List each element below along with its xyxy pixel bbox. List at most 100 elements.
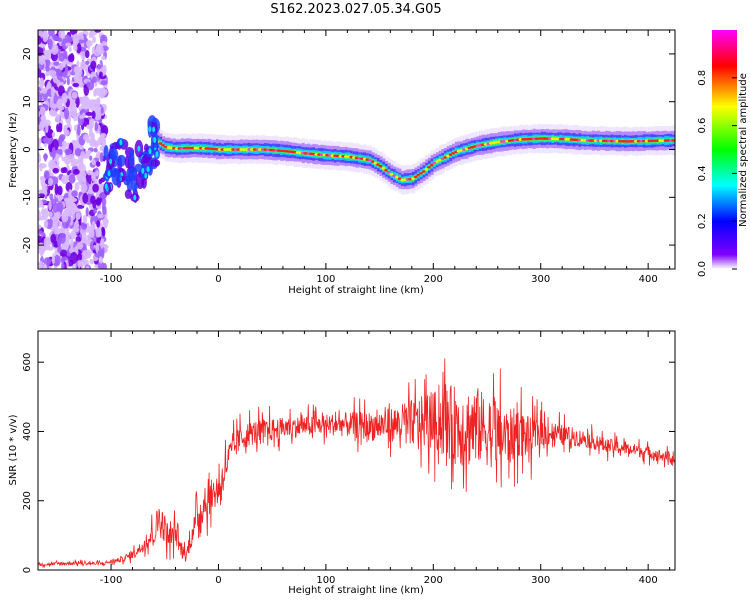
noise-speckle	[43, 138, 49, 144]
noise-speckle	[57, 246, 62, 253]
noise-speckle	[51, 131, 56, 138]
noise-speckle	[66, 77, 70, 86]
snr-x-tick-label: 0	[215, 575, 221, 586]
noise-speckle	[99, 256, 104, 264]
noise-speckle	[101, 197, 107, 207]
noise-speckle	[38, 43, 46, 48]
snr-x-tick-label: 200	[424, 575, 443, 586]
noise-speckle	[99, 88, 108, 95]
noise-speckle	[70, 161, 78, 167]
ridge-blob-core	[153, 137, 157, 144]
ridge-blob-core	[148, 126, 152, 133]
noise-speckle	[86, 81, 91, 88]
colorbar-tick-label: 0.2	[697, 213, 708, 229]
noise-speckle	[88, 99, 96, 105]
noise-speckle	[82, 249, 90, 258]
noise-speckle	[38, 110, 41, 118]
noise-speckle	[58, 52, 65, 62]
ridge-blob	[143, 143, 149, 153]
noise-speckle	[61, 213, 69, 223]
snr-panel: -100 0 100 200 300 400 0 200 400 600 Height of st…	[8, 330, 676, 596]
noise-speckle	[85, 207, 89, 217]
ridge-blob-core	[146, 166, 150, 173]
noise-speckle	[101, 226, 105, 233]
spectrogram-y-tick-label: 0	[22, 146, 33, 152]
spectrogram-x-tick-label: -100	[100, 274, 123, 285]
noise-speckle	[64, 231, 71, 243]
noise-speckle	[71, 91, 78, 99]
snr-x-tick-label: 100	[316, 575, 335, 586]
noise-speckle	[55, 211, 61, 220]
noise-speckle	[67, 54, 75, 63]
noise-speckle	[63, 197, 71, 203]
noise-speckle	[85, 172, 93, 184]
noise-speckle	[68, 46, 72, 52]
colorbar-tick-label: 0.8	[697, 70, 708, 86]
noise-speckle	[61, 261, 65, 269]
noise-speckle	[43, 219, 49, 229]
noise-speckle	[100, 250, 105, 259]
colorbar-ticks: 0.0 0.2 0.4 0.6 0.8	[697, 70, 737, 277]
spectrogram-x-tick-label: 0	[215, 274, 221, 285]
noise-speckle	[94, 30, 102, 33]
noise-speckle	[68, 174, 76, 184]
noise-speckle	[40, 208, 45, 216]
noise-speckle	[91, 159, 96, 166]
noise-speckle	[65, 201, 72, 208]
noise-speckle	[76, 60, 80, 67]
ridge-blob	[103, 145, 109, 160]
noise-speckle	[38, 260, 43, 269]
noise-speckle	[84, 49, 90, 59]
noise-speckle	[58, 30, 66, 39]
ridge-blob-core	[104, 183, 108, 190]
noise-speckle	[99, 152, 104, 163]
noise-speckle	[95, 170, 99, 177]
snr-y-tick-label: 600	[22, 353, 33, 372]
noise-speckle	[80, 183, 88, 193]
noise-speckle	[39, 106, 46, 117]
noise-speckle	[93, 88, 97, 97]
noise-speckle	[50, 233, 57, 244]
noise-speckle	[69, 208, 78, 213]
noise-speckle	[96, 196, 102, 206]
noise-speckle	[82, 214, 88, 224]
ridge-blob-core	[133, 194, 137, 201]
noise-speckle	[90, 195, 96, 205]
ridge-blob-core	[155, 151, 159, 158]
ridge-blob-core	[152, 126, 156, 133]
noise-speckle	[53, 61, 60, 66]
noise-speckle	[82, 112, 86, 119]
noise-speckle	[70, 251, 78, 264]
noise-speckle	[43, 170, 50, 180]
noise-speckle	[43, 49, 51, 56]
noise-speckle	[48, 69, 57, 77]
ridge-blob-core	[109, 158, 113, 165]
noise-speckle	[38, 46, 44, 57]
ridge-blob-core	[119, 139, 123, 146]
noise-speckle	[52, 216, 59, 228]
ridge-blob	[134, 163, 143, 173]
noise-speckle	[38, 35, 42, 45]
ridge-blob-core	[107, 170, 111, 177]
noise-speckle	[55, 113, 60, 123]
noise-speckle	[58, 135, 65, 142]
noise-speckle	[90, 60, 97, 70]
spectrogram-x-tick-label: 200	[424, 274, 443, 285]
noise-speckle	[90, 116, 95, 129]
noise-speckle	[97, 64, 102, 70]
ridge-blob	[128, 167, 137, 181]
noise-speckle	[70, 237, 74, 250]
ridge-blob	[109, 148, 119, 161]
ridge-blob	[124, 189, 132, 200]
snr-y-axis-label: SNR (10 * v/v)	[8, 414, 19, 485]
noise-speckle	[48, 38, 53, 50]
noise-speckle	[83, 176, 87, 185]
ridge-blob	[111, 168, 121, 186]
noise-speckle	[61, 140, 67, 147]
noise-speckle	[38, 151, 41, 163]
noise-speckle	[56, 185, 63, 196]
noise-speckle	[39, 77, 45, 89]
noise-speckle	[95, 243, 100, 254]
figure-title: S162.2023.027.05.34.G05	[270, 2, 441, 17]
spectrogram-x-tick-label: 100	[316, 274, 335, 285]
